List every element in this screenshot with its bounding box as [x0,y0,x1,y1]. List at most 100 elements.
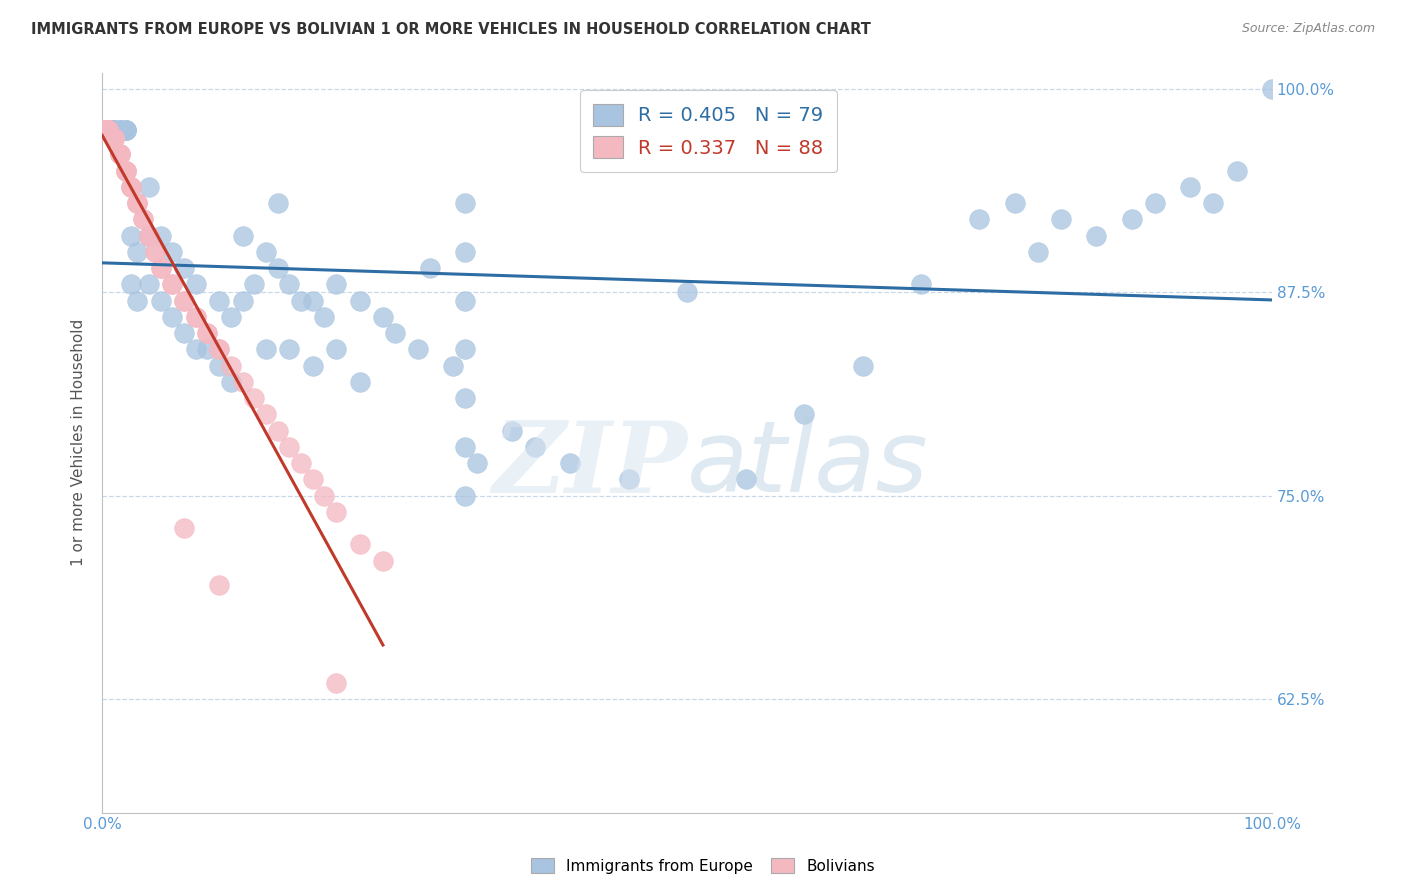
Point [91,123,114,137]
Point [91,123,114,137]
Point [208,578,231,592]
Point [162,310,184,324]
Point [349,537,371,551]
Point [325,675,347,690]
Point [97,123,120,137]
Point [1050,212,1073,227]
Point [91,123,114,137]
Point [232,228,254,243]
Point [173,293,195,308]
Point [120,228,142,243]
Point [184,277,207,292]
Point [406,343,429,357]
Point [114,123,136,137]
Point [173,521,195,535]
Text: IMMIGRANTS FROM EUROPE VS BOLIVIAN 1 OR MORE VEHICLES IN HOUSEHOLD CORRELATION C: IMMIGRANTS FROM EUROPE VS BOLIVIAN 1 OR … [31,22,870,37]
Text: atlas: atlas [688,417,929,514]
Point [103,131,125,145]
Point [138,228,160,243]
Point [143,244,166,259]
Point [208,359,231,373]
Point [127,196,149,211]
Point [290,293,312,308]
Point [232,293,254,308]
Point [454,343,477,357]
Point [120,277,142,292]
Point [266,196,288,211]
Point [91,123,114,137]
Point [91,123,114,137]
Point [1121,212,1143,227]
Point [108,123,131,137]
Point [143,244,166,259]
Point [454,196,477,211]
Point [91,123,114,137]
Point [149,228,172,243]
Point [969,212,991,227]
Point [184,310,207,324]
Point [114,123,136,137]
Point [103,131,125,145]
Text: Source: ZipAtlas.com: Source: ZipAtlas.com [1241,22,1375,36]
Point [91,123,114,137]
Point [314,310,336,324]
Point [208,293,231,308]
Point [454,440,477,454]
Point [132,212,155,227]
Point [103,131,125,145]
Point [91,123,114,137]
Point [1202,196,1225,211]
Point [114,163,136,178]
Point [278,440,301,454]
Point [419,260,441,275]
Point [173,260,195,275]
Point [1085,228,1108,243]
Point [558,456,581,470]
Point [91,123,114,137]
Point [91,123,114,137]
Point [173,293,195,308]
Point [103,123,125,137]
Point [208,343,231,357]
Point [108,147,131,161]
Point [197,326,219,340]
Point [127,244,149,259]
Point [278,277,301,292]
Point [1004,196,1026,211]
Legend: Immigrants from Europe, Bolivians: Immigrants from Europe, Bolivians [524,852,882,880]
Point [454,391,477,405]
Point [371,553,394,567]
Point [138,179,160,194]
Point [197,343,219,357]
Point [120,179,142,194]
Point [278,343,301,357]
Point [232,375,254,389]
Point [91,123,114,137]
Point [1178,179,1201,194]
Point [266,260,288,275]
Point [97,123,120,137]
Point [97,123,120,137]
Point [349,375,371,389]
Point [91,123,114,137]
Point [91,123,114,137]
Point [108,147,131,161]
Point [314,489,336,503]
Point [114,123,136,137]
Point [91,123,114,137]
Point [254,407,277,421]
Point [325,343,347,357]
Point [290,456,312,470]
Point [91,123,114,137]
Point [91,123,114,137]
Point [103,131,125,145]
Point [371,310,394,324]
Point [132,212,155,227]
Point [219,359,242,373]
Point [162,277,184,292]
Point [108,147,131,161]
Point [243,277,266,292]
Point [97,123,120,137]
Point [97,123,120,137]
Point [325,277,347,292]
